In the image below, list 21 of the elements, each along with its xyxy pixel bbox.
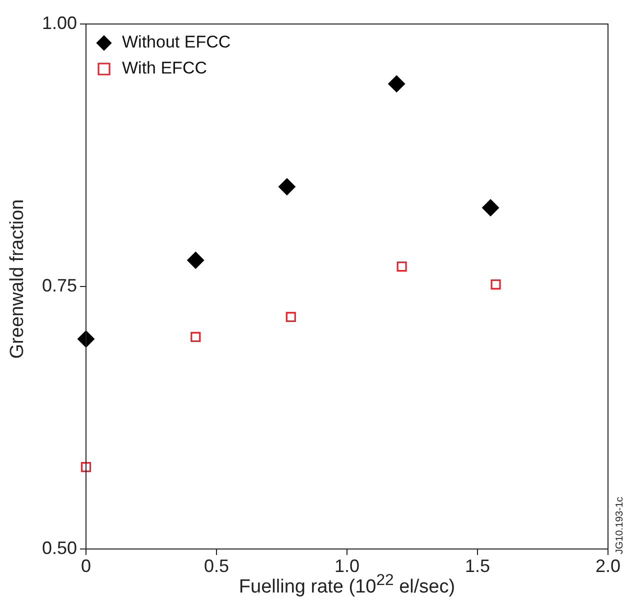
point [278,178,296,196]
point [78,330,94,348]
point [388,75,406,92]
point [187,252,204,269]
text: JG10.193-1c [614,496,626,554]
y-axis-title: Greenwald fraction [7,198,29,361]
point [482,199,500,216]
point [286,312,296,322]
point [80,462,92,472]
x-tick-label: 2.0 [595,556,621,576]
legend-label: With EFCC [122,58,207,78]
legend-label: Without EFCC [122,32,231,52]
x-tick-label: 0.5 [204,556,230,576]
x-tick-label: 0 [80,556,92,576]
x-tick-label: 1.5 [464,556,490,576]
y-tick-label: 0.75 [42,275,77,296]
point [490,279,501,290]
y-tick-label: 0.50 [42,538,77,558]
y-tick-label: 1.00 [42,12,77,33]
point [396,262,407,272]
point [190,332,201,342]
